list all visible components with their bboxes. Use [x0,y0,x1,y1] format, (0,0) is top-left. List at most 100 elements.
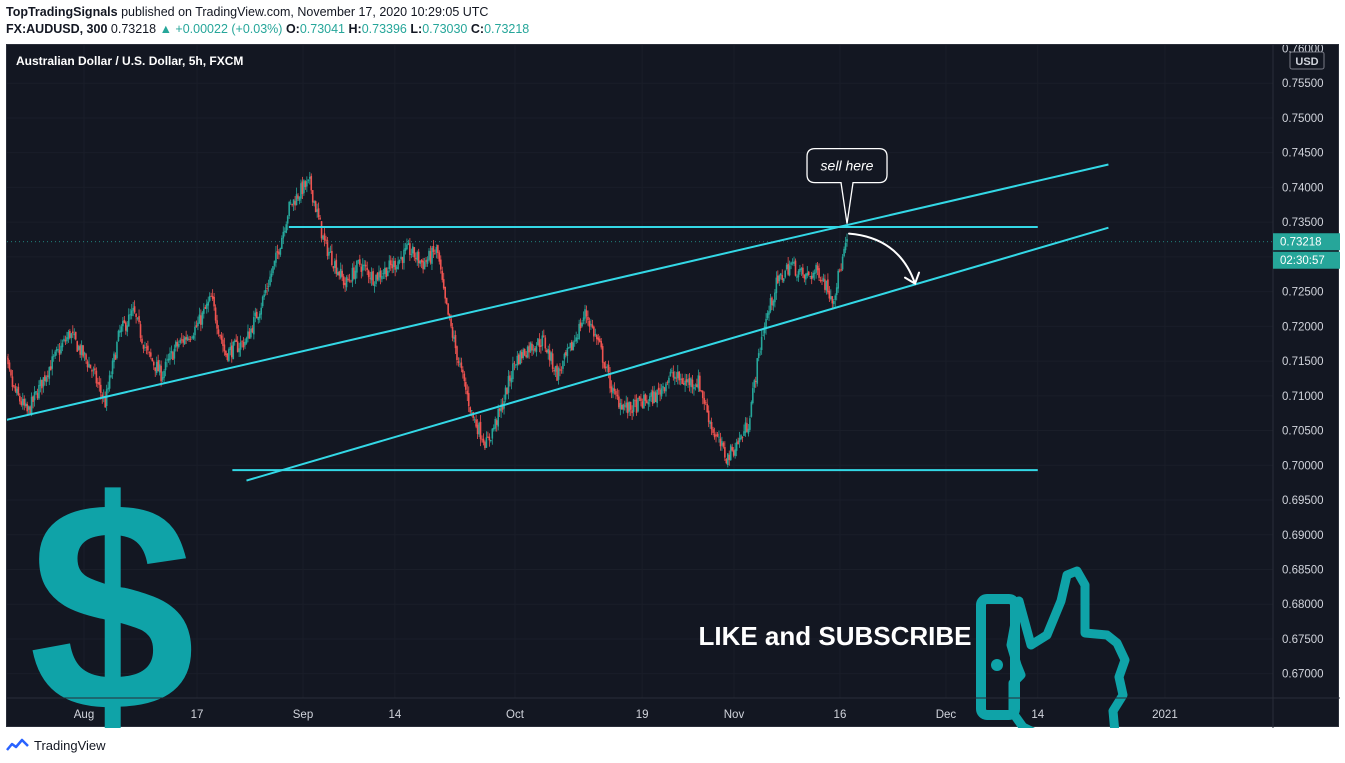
candle-body [465,381,467,390]
symbol-line: FX:AUDUSD, 300 0.73218 ▲ +0.00022 (+0.03… [6,21,1339,38]
candle-body [392,260,395,267]
candle-body [460,362,463,369]
x-tick-label: 14 [388,709,401,721]
candle-body [77,346,80,350]
candle-body [276,251,279,253]
candle-body [300,183,302,199]
dollar-sign-text: $ [29,438,196,728]
candle-body [572,342,575,351]
candle-body [19,395,21,402]
candle-body [671,370,673,372]
candle-body [827,279,829,293]
candle-body [417,251,420,264]
candle-body [76,341,79,352]
candle-body [201,312,204,325]
candle-body [576,338,579,340]
candle-body [554,365,557,372]
currency-badge[interactable]: USD [1289,51,1325,70]
candle-body [41,379,43,389]
candle-body [158,364,161,373]
candle-body [113,353,115,363]
candle-body [432,245,435,252]
candle-body [831,296,834,304]
candle-body [550,352,552,362]
candle-body [203,308,205,314]
candle-body [238,348,240,353]
candle-body [172,352,174,360]
candle-body [10,370,12,376]
candle-body [91,370,93,372]
candle-body [83,352,86,355]
candle-body [762,334,764,336]
candle-body [144,346,146,348]
candle-body [607,364,610,373]
candle-body [426,259,429,264]
upper-trendline[interactable] [0,163,1109,423]
candle-body [291,203,293,206]
candle-body [376,272,379,280]
x-tick-label: Aug [74,709,94,721]
y-tick-label: 0.70000 [1282,460,1324,472]
candle-body [603,362,605,368]
candle-body [526,346,529,358]
candle-body [329,251,332,253]
candle-body [753,380,756,388]
candle-body [401,257,404,264]
candle-body [809,276,812,277]
candle-body [194,326,196,336]
candle-body [30,396,33,416]
candle-body [584,309,586,319]
candle-body [578,323,580,339]
price-axis[interactable]: 0.755000.750000.745000.740000.735000.730… [1272,43,1324,728]
candle-body [488,436,491,441]
candle-body [155,361,158,374]
candle-body [151,358,154,362]
grid [7,45,1273,698]
candle-body [23,398,26,406]
candle-body [85,354,87,360]
trendlines[interactable] [0,163,1109,482]
candle-body [729,445,732,461]
candle-body [363,264,366,266]
candle-body [108,375,111,389]
candle-body [781,275,784,280]
candle-body [191,337,193,339]
candle-body [66,337,68,342]
candle-body [743,431,745,436]
candle-body [407,243,410,245]
price-chart[interactable]: $ LIKE and SUBSCRIBE sell here Australia… [0,43,1340,763]
brand-label[interactable]: TradingView [34,737,106,753]
candle-body [529,342,532,352]
candle-body [42,377,45,387]
x-tick-label: Nov [724,709,745,721]
time-axis[interactable]: Aug 17 Sep 14 Oct 19 Nov 16 Dec 14 2021 [7,697,1340,721]
candle-body [843,248,845,257]
candle-body [703,398,706,404]
candle-body [208,296,211,301]
candle-body [559,369,561,371]
candle-body [186,337,189,341]
candle-body [409,243,411,255]
lower-trendline[interactable] [246,226,1109,482]
author-name[interactable]: TopTradingSignals [6,5,118,19]
candle-body [197,322,199,327]
candle-body [501,403,504,410]
candle-body [308,177,311,179]
candles [0,171,1273,468]
sell-here-callout[interactable]: sell here [806,147,888,224]
candle-body [715,435,717,437]
chart-panel[interactable]: $ LIKE and SUBSCRIBE sell here Australia… [0,43,1340,763]
y-tick-label: 0.73500 [1282,217,1324,229]
candle-body [597,337,600,341]
like-subscribe-text: LIKE and SUBSCRIBE [698,621,971,651]
last-price: 0.73218 [110,22,157,36]
candle-body [752,388,754,404]
candle-body [760,336,763,351]
candle-body [548,350,551,361]
callout-text: sell here [821,158,874,174]
candle-body [301,181,304,194]
candle-body [520,352,523,359]
candle-body [150,352,152,357]
candle-body [476,424,479,435]
candle-body [800,268,803,271]
